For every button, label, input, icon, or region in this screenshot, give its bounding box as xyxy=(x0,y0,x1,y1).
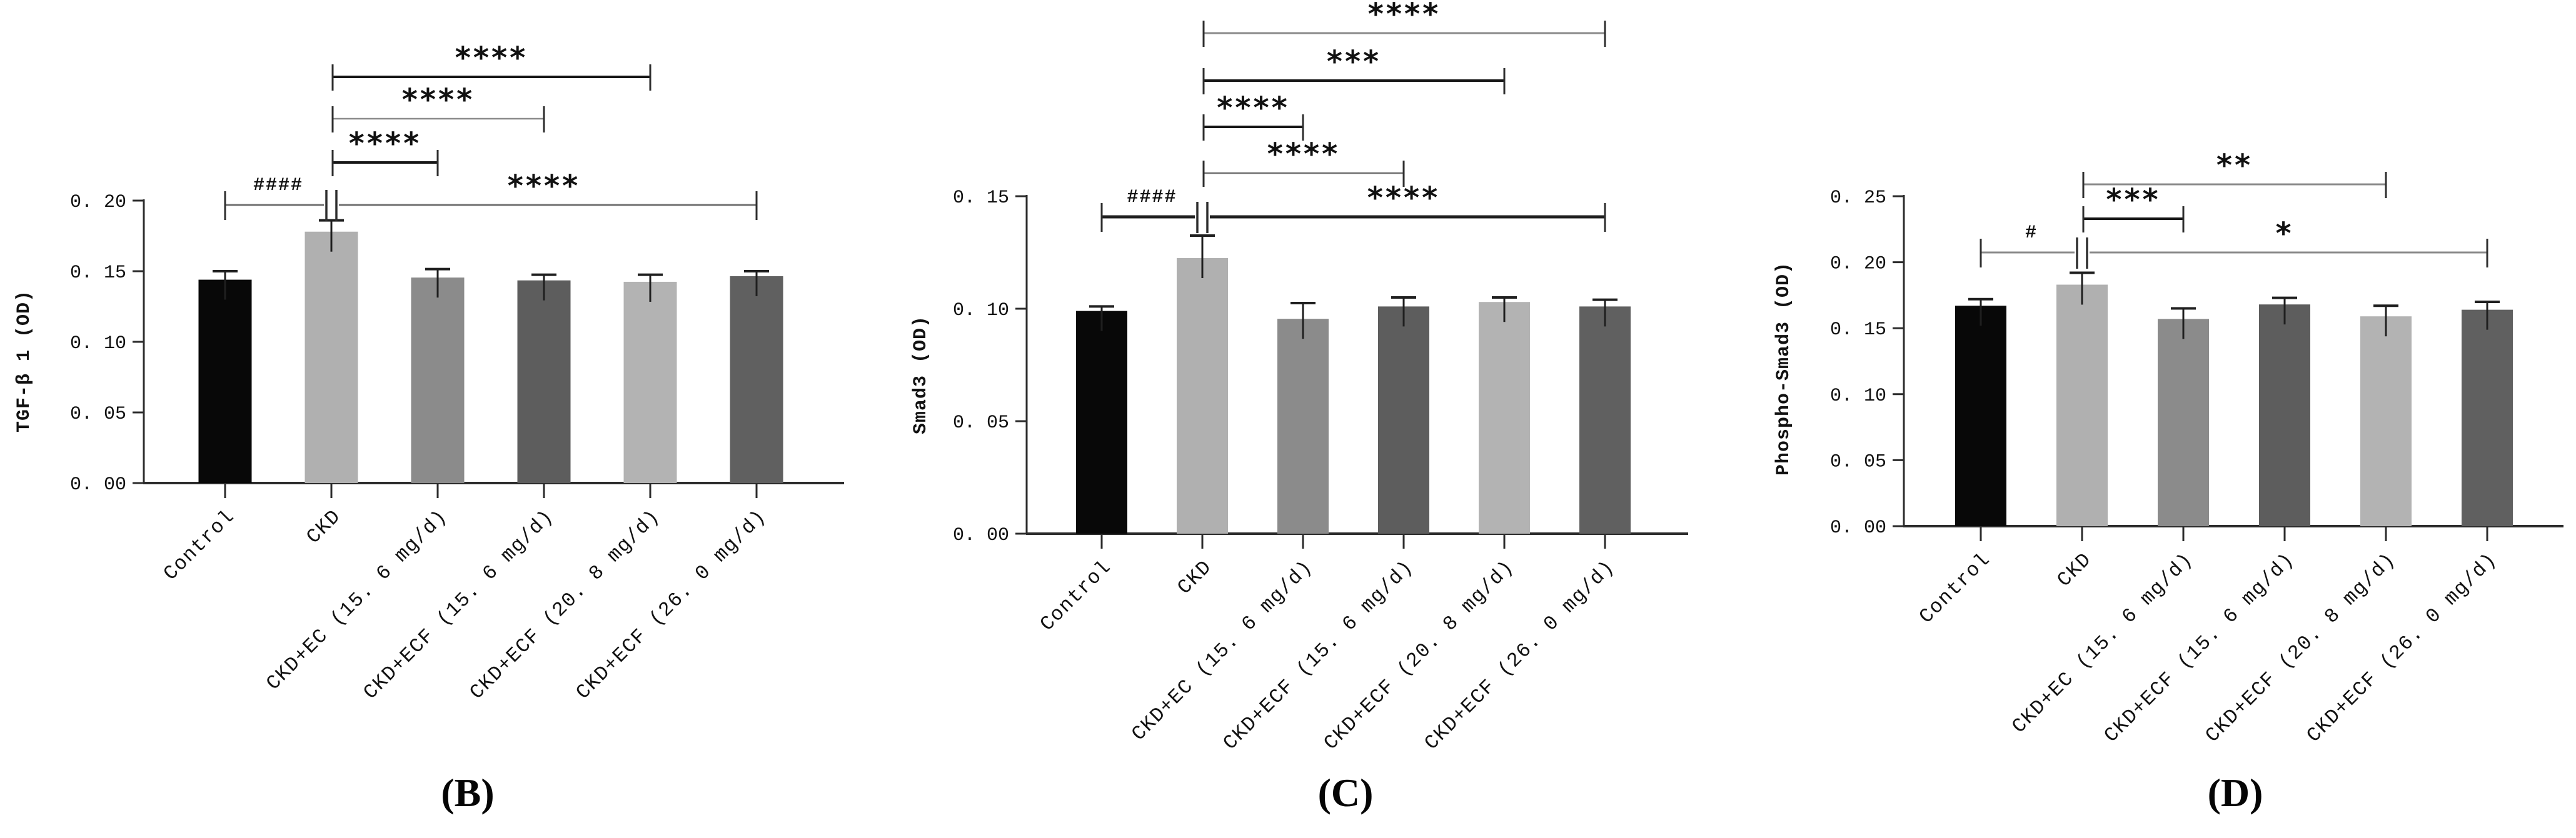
bar-1 xyxy=(304,231,358,483)
chart-D-svg: 0. 00 0. 05 0. 10 0. 15 0. 20 0. 25 Phospho-Sm… xyxy=(1773,148,2563,747)
bar-3 xyxy=(517,280,571,483)
x-category-label-0: Control xyxy=(159,505,239,586)
y-tick-label: 0. 05 xyxy=(70,404,126,425)
y-tick-label: 0. 15 xyxy=(1830,319,1886,341)
sig-label-0: **** xyxy=(1368,0,1441,32)
panel-D: 0. 00 0. 05 0. 10 0. 15 0. 20 0. 25 Phospho-Sm… xyxy=(1726,0,2576,838)
bar-0 xyxy=(1955,306,2006,526)
bar-1 xyxy=(2056,284,2108,526)
panel-B: 0. 00 0. 05 0. 10 0. 15 0. 20 TGF-β 1 (OD) Con… xyxy=(0,0,875,838)
y-tick-label: 0. 05 xyxy=(1830,451,1886,472)
bar-3 xyxy=(1378,306,1429,534)
sig-label-1: **** xyxy=(402,82,475,117)
y-axis-title: Phospho-Smad3 (OD) xyxy=(1773,262,1794,476)
sig-label-3: **** xyxy=(1267,137,1340,172)
y-tick-label: 0. 00 xyxy=(1830,517,1886,539)
sig-label-2: **** xyxy=(349,126,421,161)
x-category-label-5: CKD+ECF (26. 0 mg/d) xyxy=(2302,548,2502,747)
x-category-label-2: CKD+EC (15. 6 mg/d) xyxy=(1127,556,1317,746)
x-category-label-3: CKD+ECF (15. 6 mg/d) xyxy=(359,505,558,704)
bar-4 xyxy=(623,281,677,483)
sig-label-0: **** xyxy=(455,41,528,76)
y-tick-label: 0. 15 xyxy=(953,187,1009,209)
sig-label-1: *** xyxy=(1327,44,1381,79)
y-tick-label: 0. 10 xyxy=(953,300,1009,321)
x-category-label-1: CKD xyxy=(1173,556,1217,599)
chart-B-svg: 0. 00 0. 05 0. 10 0. 15 0. 20 TGF-β 1 (OD) Con… xyxy=(14,41,844,704)
bar-3 xyxy=(2259,304,2310,526)
bar-4 xyxy=(2360,316,2412,526)
y-axis-title: Smad3 (OD) xyxy=(910,316,932,434)
hash-label: #### xyxy=(1127,187,1177,208)
star-label: **** xyxy=(1367,181,1440,216)
panel-label-C: (C) xyxy=(1317,771,1374,815)
y-tick-label: 0. 25 xyxy=(1830,187,1886,209)
hash-label: #### xyxy=(253,175,303,196)
panel-label-B: (B) xyxy=(441,771,495,815)
bar-5 xyxy=(730,276,783,483)
y-tick-label: 0. 00 xyxy=(70,474,126,496)
bar-0 xyxy=(1076,311,1127,534)
sig-label-2: **** xyxy=(1217,91,1289,126)
y-tick-label: 0. 15 xyxy=(70,262,126,284)
bar-5 xyxy=(2462,309,2513,526)
panel-label-D: (D) xyxy=(2207,771,2263,815)
bar-0 xyxy=(198,279,252,483)
y-tick-label: 0. 20 xyxy=(70,192,126,213)
bar-5 xyxy=(1579,306,1631,534)
panel-C: 0. 00 0. 05 0. 10 0. 15 Smad3 (OD) Control CKD… xyxy=(875,0,1726,838)
hash-label: # xyxy=(2025,222,2038,244)
x-category-label-1: CKD xyxy=(302,505,346,549)
y-axis-title: TGF-β 1 (OD) xyxy=(14,290,35,432)
x-category-label-2: CKD+EC (15. 6 mg/d) xyxy=(262,505,452,695)
star-label: **** xyxy=(508,169,580,204)
star-label: * xyxy=(2275,216,2293,251)
y-tick-label: 0. 10 xyxy=(1830,386,1886,407)
x-category-label-4: CKD+ECF (20. 8 mg/d) xyxy=(1319,556,1519,755)
y-tick-label: 0. 05 xyxy=(953,412,1009,434)
x-category-label-3: CKD+ECF (15. 6 mg/d) xyxy=(2100,548,2299,747)
y-tick-label: 0. 10 xyxy=(70,333,126,354)
sig-label-0: ** xyxy=(2216,148,2253,183)
x-category-label-5: CKD+ECF (26. 0 mg/d) xyxy=(1420,556,1619,755)
bar-1 xyxy=(1177,258,1228,534)
x-category-label-0: Control xyxy=(1035,556,1116,636)
bar-4 xyxy=(1479,302,1530,534)
x-category-label-3: CKD+ECF (15. 6 mg/d) xyxy=(1219,556,1418,755)
x-category-label-4: CKD+ECF (20. 8 mg/d) xyxy=(465,505,665,704)
y-tick-label: 0. 00 xyxy=(953,525,1009,546)
bar-2 xyxy=(2158,319,2209,526)
x-category-label-5: CKD+ECF (26. 0 mg/d) xyxy=(571,505,771,704)
y-tick-label: 0. 20 xyxy=(1830,254,1886,275)
sig-label-1: *** xyxy=(2106,182,2160,217)
bar-2 xyxy=(1277,319,1329,534)
x-category-label-2: CKD+EC (15. 6 mg/d) xyxy=(2008,548,2198,738)
bar-2 xyxy=(411,277,465,483)
x-category-label-4: CKD+ECF (20. 8 mg/d) xyxy=(2201,548,2400,747)
x-category-label-0: Control xyxy=(1914,548,1995,629)
x-category-label-1: CKD xyxy=(2053,548,2096,592)
